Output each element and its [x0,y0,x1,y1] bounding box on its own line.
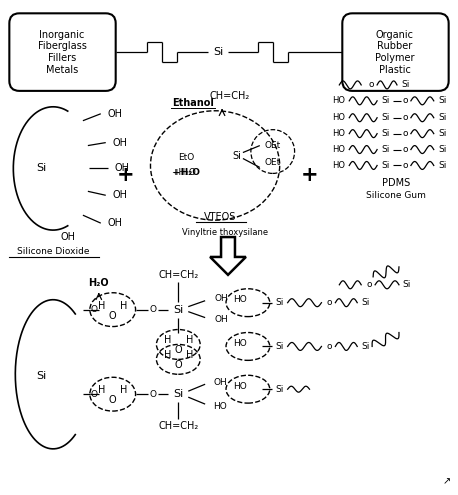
Text: HO: HO [333,161,345,170]
Text: OEt: OEt [265,141,281,150]
Text: Si: Si [403,280,411,289]
Text: o: o [366,280,372,289]
Text: Si: Si [438,97,447,105]
Text: Vinyltrie thoxysilane: Vinyltrie thoxysilane [182,228,268,237]
FancyBboxPatch shape [342,13,449,91]
Text: HO: HO [333,145,345,154]
Text: CH=CH₂: CH=CH₂ [210,91,250,101]
Text: o: o [402,145,408,154]
Text: o: o [327,298,332,307]
Text: Si: Si [382,113,390,122]
Text: OEt: OEt [265,158,281,167]
Text: Si: Si [276,298,284,307]
Text: H: H [120,300,127,311]
Text: Si: Si [382,161,390,170]
Text: o: o [402,97,408,105]
Text: O: O [90,305,97,314]
Text: o: o [402,161,408,170]
Text: HO: HO [333,97,345,105]
Text: OH: OH [214,294,228,303]
Text: HO: HO [333,113,345,122]
Text: +H₂O: +H₂O [173,168,200,177]
Text: Organic
Rubber
Polymer
Plastic: Organic Rubber Polymer Plastic [375,30,415,75]
Text: Si: Si [173,389,184,399]
Text: Si: Si [382,145,390,154]
Text: VTEOS: VTEOS [204,212,236,222]
Text: Si: Si [438,129,447,138]
Text: Si: Si [36,371,46,381]
Text: H: H [185,336,193,346]
Text: Si: Si [213,47,223,57]
Text: Si: Si [382,97,390,105]
Text: O: O [174,360,182,370]
Text: +: + [117,165,135,186]
Text: H: H [185,350,193,360]
Text: CH=CH₂: CH=CH₂ [158,421,198,431]
Text: OH: OH [107,109,122,119]
Text: O: O [109,311,116,321]
Text: +: + [301,165,318,186]
Text: OH: OH [213,378,227,387]
Text: Si: Si [361,342,369,351]
Text: ↗: ↗ [442,477,451,487]
Text: Si: Si [276,385,284,394]
Text: Silicone Dioxide: Silicone Dioxide [17,248,89,256]
Text: HO: HO [233,295,247,304]
Text: HO: HO [233,339,247,348]
Text: Si: Si [36,163,46,173]
Text: OH: OH [214,315,228,324]
Text: H: H [98,300,105,311]
Text: H₂O: H₂O [88,278,109,288]
Text: O: O [174,346,182,355]
Text: Silicone Gum: Silicone Gum [366,191,426,200]
Text: Ethanol: Ethanol [172,98,214,108]
Text: OH: OH [112,190,127,200]
Text: HO: HO [333,129,345,138]
Text: OH: OH [107,218,122,228]
Text: PDMS: PDMS [382,178,410,189]
Text: O: O [150,305,157,314]
Text: Si: Si [382,129,390,138]
Text: Si: Si [438,113,447,122]
Text: HO: HO [233,382,247,391]
Text: H: H [120,385,127,395]
Text: OH: OH [60,232,76,242]
Text: o: o [402,113,408,122]
Text: EtO: EtO [178,153,194,162]
Text: Si: Si [438,161,447,170]
Text: O: O [90,390,97,398]
Text: o: o [368,80,374,90]
Text: H: H [98,385,105,395]
Text: o: o [327,342,332,351]
Text: Inorganic
Fiberglass
Fillers
Metals: Inorganic Fiberglass Fillers Metals [38,30,87,75]
Text: Si: Si [276,342,284,351]
Text: Si: Si [438,145,447,154]
Text: HO: HO [213,401,227,411]
Text: Si: Si [402,80,410,90]
Text: OH: OH [114,163,129,173]
Polygon shape [210,237,246,275]
Text: o: o [402,129,408,138]
Text: Si: Si [233,150,241,160]
Text: H: H [164,336,171,346]
Text: OH: OH [112,138,127,148]
FancyBboxPatch shape [9,13,116,91]
Text: CH=CH₂: CH=CH₂ [158,270,198,280]
Text: Si: Si [173,304,184,315]
Text: O: O [109,395,116,405]
Text: O: O [150,390,157,398]
Text: Si: Si [361,298,369,307]
Text: +H₂O: +H₂O [171,168,196,177]
Text: H: H [164,350,171,360]
